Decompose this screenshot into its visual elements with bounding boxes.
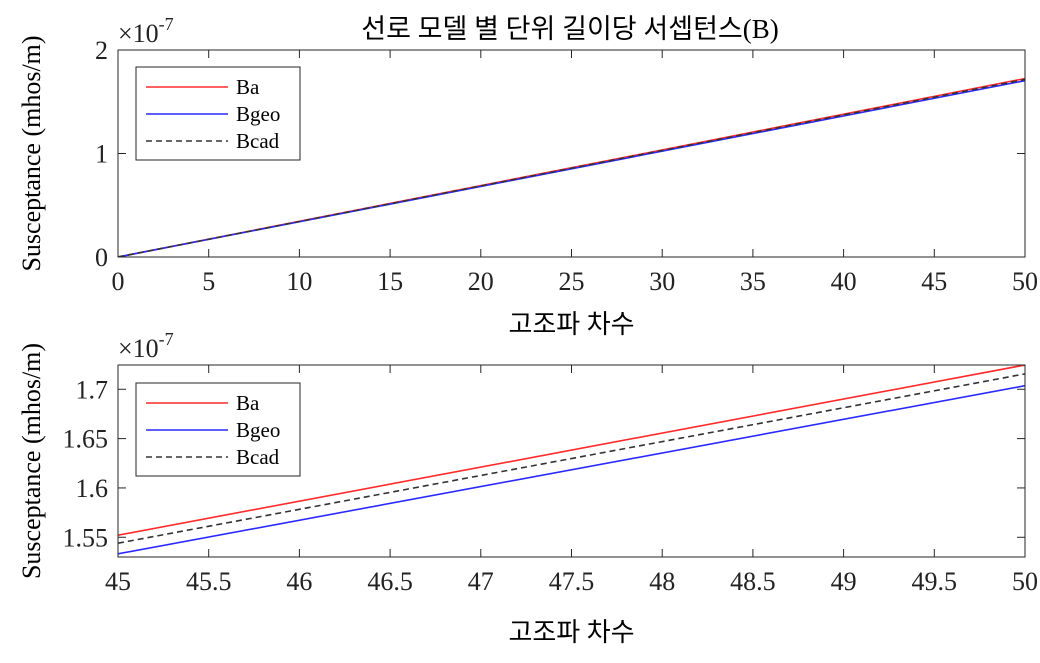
y-axis-title: Susceptance (mhos/m) <box>17 35 46 271</box>
x-tick-label: 50 <box>1012 267 1038 296</box>
x-tick-label: 50 <box>1012 567 1038 596</box>
legend-label-ba: Ba <box>236 75 260 99</box>
x-tick-label: 25 <box>559 267 585 296</box>
legend-label-bgeo: Bgeo <box>236 418 280 442</box>
series-group <box>118 365 1025 555</box>
x-tick-label: 49 <box>831 567 857 596</box>
x-tick-label: 5 <box>202 267 215 296</box>
x-axis-title: 고조파 차수 <box>508 310 634 339</box>
x-tick-label: 0 <box>112 267 125 296</box>
legend-label-bcad: Bcad <box>236 129 280 153</box>
y-tick-label: 2 <box>95 36 108 65</box>
x-tick-label: 49.5 <box>912 567 958 596</box>
x-tick-label: 45 <box>105 567 131 596</box>
y-exponent-label: ×10-7 <box>118 14 174 48</box>
x-tick-label: 47.5 <box>549 567 595 596</box>
x-tick-label: 30 <box>649 267 675 296</box>
y-exponent-label: ×10-7 <box>118 329 174 363</box>
series-group <box>118 77 1025 257</box>
legend-label-ba: Ba <box>236 391 260 415</box>
x-tick-label: 45 <box>921 267 947 296</box>
x-tick-label: 46 <box>286 567 312 596</box>
y-tick-label: 0 <box>95 243 108 272</box>
y-tick-label: 1 <box>95 140 108 169</box>
x-tick-label: 20 <box>468 267 494 296</box>
y-tick-label: 1.55 <box>63 523 109 552</box>
x-axis-title: 고조파 차수 <box>508 618 634 647</box>
x-tick-label: 35 <box>740 267 766 296</box>
series-line-bcad <box>118 78 1025 257</box>
y-tick-label: 1.7 <box>76 375 109 404</box>
x-tick-label: 48.5 <box>730 567 776 596</box>
x-tick-label: 48 <box>649 567 675 596</box>
chart-panel-2: 45 45.5 46 46.5 47 47.5 48 48.5 49 49.5 50 1.55 1.6 1… <box>17 329 1038 647</box>
chart-title: 선로 모델 별 단위 길이당 서셉턴스(B) <box>361 14 779 44</box>
legend: Ba Bgeo Bcad <box>135 66 301 161</box>
y-tick-label: 1.65 <box>63 425 109 454</box>
x-tick-label: 46.5 <box>367 567 413 596</box>
y-tick-label: 1.6 <box>76 474 109 503</box>
x-tick-label: 45.5 <box>186 567 232 596</box>
series-line-ba <box>118 365 1025 536</box>
x-tick-label: 10 <box>286 267 312 296</box>
chart-panel-1: 0 5 10 15 20 25 30 35 40 45 50 0 1 2 ×10-7 고조파 차수 Suscep… <box>17 14 1038 339</box>
legend-label-bgeo: Bgeo <box>236 102 280 126</box>
x-tick-label: 15 <box>377 267 403 296</box>
y-axis-title: Susceptance (mhos/m) <box>17 343 46 579</box>
series-line-bcad <box>118 373 1025 544</box>
charts-container: 0 5 10 15 20 25 30 35 40 45 50 0 1 2 ×10-7 고조파 차수 Suscep… <box>17 14 1038 647</box>
x-tick-label: 40 <box>831 267 857 296</box>
legend: Ba Bgeo Bcad <box>135 382 301 477</box>
legend-label-bcad: Bcad <box>236 445 280 469</box>
x-tick-label: 47 <box>468 567 494 596</box>
series-line-bgeo <box>118 384 1025 555</box>
